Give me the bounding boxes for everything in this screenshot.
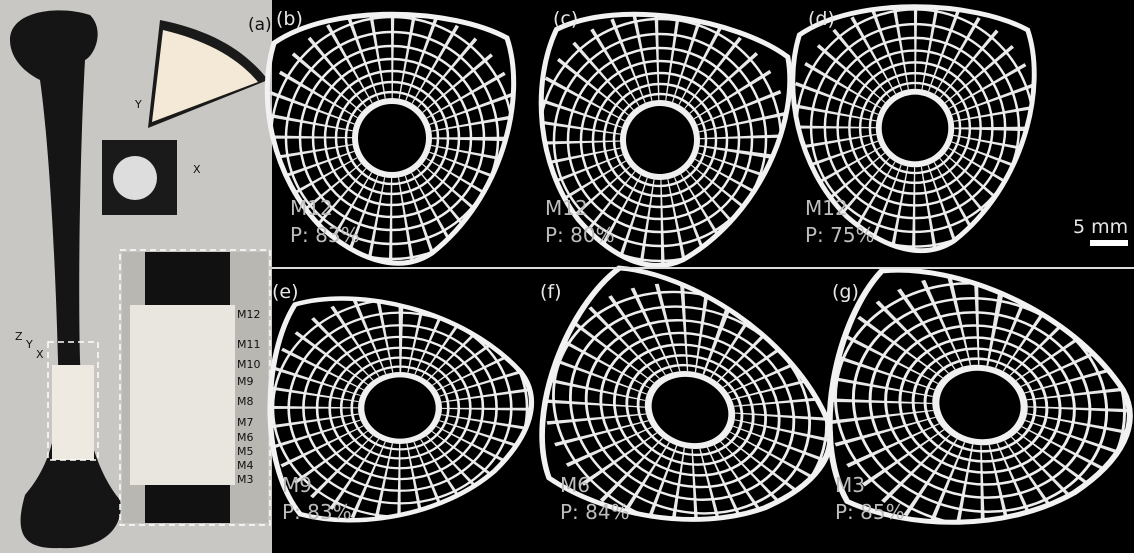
module-label: M10 xyxy=(237,358,261,371)
axis-label: X xyxy=(193,163,201,176)
porosity: P: 80% xyxy=(545,223,615,247)
module-label: M9 xyxy=(237,375,254,388)
axis-label: X xyxy=(36,348,44,361)
panel-label: (b) xyxy=(276,8,303,30)
module-name: M9 xyxy=(282,473,312,497)
inset-disc xyxy=(113,156,157,200)
module-name: M12 xyxy=(290,196,333,220)
implant xyxy=(52,365,94,460)
module-label: M8 xyxy=(237,395,254,408)
porosity: P: 85% xyxy=(835,500,905,524)
module-label: M4 xyxy=(237,459,254,472)
scale-bar xyxy=(1090,240,1128,246)
panel-label: (e) xyxy=(272,281,299,303)
module-name: M3 xyxy=(835,473,865,497)
axis-label: Y xyxy=(134,98,142,111)
module-name: M12 xyxy=(545,196,588,220)
module-label: M5 xyxy=(237,445,254,458)
panel-label: (g) xyxy=(832,281,859,303)
porosity: P: 75% xyxy=(805,223,875,247)
module-label: M6 xyxy=(237,431,254,444)
panel-label: (f) xyxy=(540,281,562,303)
axis-label: Z xyxy=(15,330,23,343)
porosity: P: 83% xyxy=(290,223,360,247)
module-label: M12 xyxy=(237,308,261,321)
module-label: M7 xyxy=(237,416,254,429)
axis-label: Y xyxy=(25,338,33,351)
zoom-implant xyxy=(130,305,235,485)
panel-label: (d) xyxy=(808,8,835,30)
module-label: M3 xyxy=(237,473,254,486)
scale-bar-label: 5 mm xyxy=(1073,216,1128,238)
module-label: M11 xyxy=(237,338,261,351)
panel-label: (c) xyxy=(553,8,578,30)
module-name: M12 xyxy=(805,196,848,220)
module-name: M6 xyxy=(560,473,590,497)
panel-label: (a) xyxy=(248,15,272,35)
porosity: P: 83% xyxy=(282,500,352,524)
figure: (a) Y X Z Y X M12M11M10M9M8M7M6M5M4M3 5 … xyxy=(0,0,1134,553)
porosity: P: 84% xyxy=(560,500,630,524)
